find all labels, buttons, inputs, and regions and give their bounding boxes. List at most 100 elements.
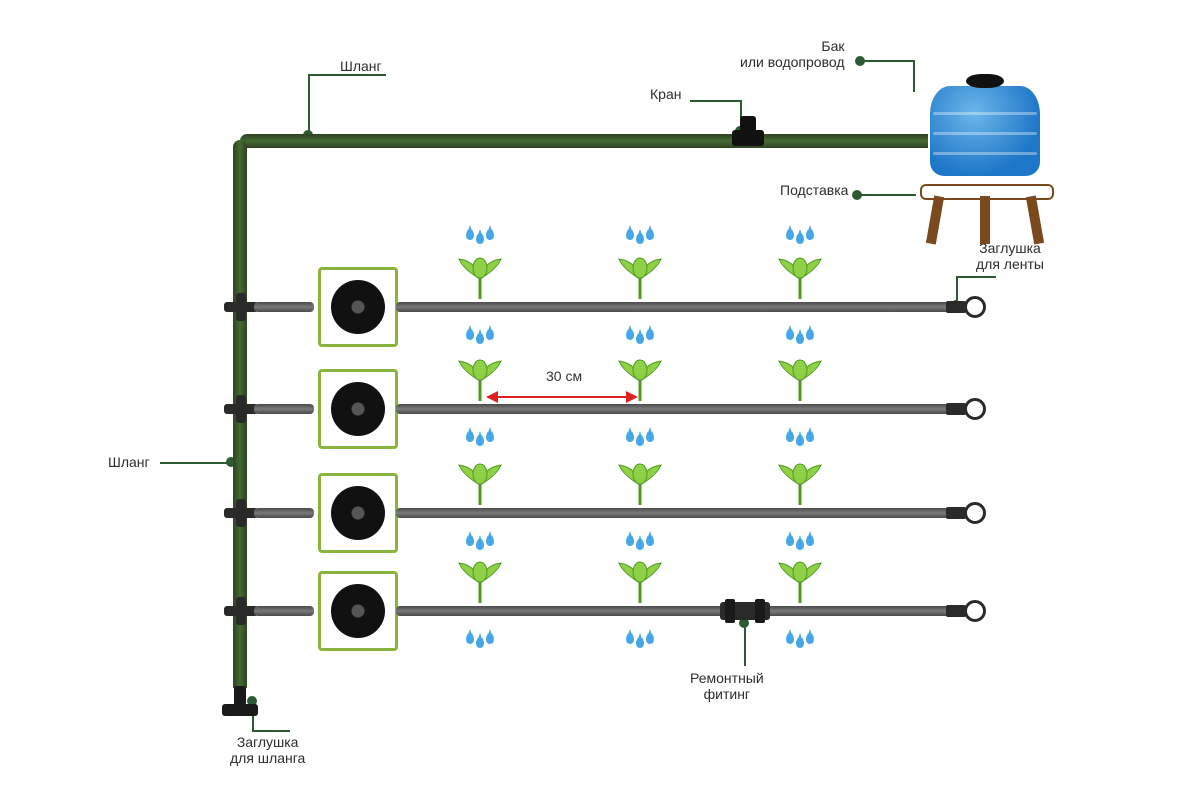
leader	[913, 60, 915, 92]
water-drop-icon	[796, 637, 804, 648]
plant-icon	[455, 359, 505, 401]
label-stand: Подставка	[780, 182, 848, 198]
plant-icon	[775, 463, 825, 505]
water-drop-icon	[626, 229, 634, 240]
tape-end-plug	[946, 296, 986, 318]
water-drop-icon	[626, 431, 634, 442]
plant-icon	[455, 463, 505, 505]
tape-end-plug	[946, 398, 986, 420]
label-hose-top: Шланг	[340, 58, 382, 74]
water-drop-icon	[646, 431, 654, 442]
drip-line	[396, 606, 950, 616]
leader	[956, 276, 996, 278]
drip-tape-spool	[318, 473, 398, 553]
plant-icon	[455, 257, 505, 299]
leader	[690, 100, 742, 102]
water-drop-icon	[626, 329, 634, 340]
leader	[744, 624, 746, 666]
water-drop-icon	[786, 329, 794, 340]
hose-tee	[224, 395, 258, 423]
tape-end-plug	[946, 502, 986, 524]
plant-icon	[775, 561, 825, 603]
water-drop-icon	[476, 435, 484, 446]
leader	[160, 462, 230, 464]
drip-tape-spool	[318, 571, 398, 651]
hose-tee	[224, 499, 258, 527]
hose-end-plug	[222, 686, 258, 726]
leader	[310, 74, 386, 76]
label-tank: Бак или водопровод	[740, 38, 845, 70]
water-drop-icon	[486, 431, 494, 442]
plant-icon	[615, 463, 665, 505]
water-drop-icon	[486, 535, 494, 546]
drip-tape-spool	[318, 267, 398, 347]
water-drop-icon	[476, 637, 484, 648]
water-drop-icon	[786, 535, 794, 546]
water-drop-icon	[796, 539, 804, 550]
leader	[860, 194, 916, 196]
water-drop-icon	[646, 535, 654, 546]
plant-icon	[615, 561, 665, 603]
water-drop-icon	[806, 535, 814, 546]
water-drop-icon	[626, 535, 634, 546]
leader	[252, 730, 290, 732]
water-drop-icon	[636, 539, 644, 550]
water-drop-icon	[646, 329, 654, 340]
label-dimension: 30 см	[546, 368, 582, 384]
water-drop-icon	[466, 535, 474, 546]
hose-to-tank	[768, 134, 928, 148]
water-drop-icon	[646, 229, 654, 240]
water-drop-icon	[466, 329, 474, 340]
water-drop-icon	[636, 233, 644, 244]
water-drop-icon	[806, 229, 814, 240]
water-drop-icon	[466, 633, 474, 644]
drip-line	[396, 302, 950, 312]
water-drop-icon	[796, 233, 804, 244]
connector	[254, 302, 314, 312]
leader	[308, 74, 310, 134]
label-valve: Кран	[650, 86, 681, 102]
connector	[254, 404, 314, 414]
water-drop-icon	[636, 435, 644, 446]
water-drop-icon	[806, 633, 814, 644]
water-drop-icon	[476, 539, 484, 550]
water-drop-icon	[786, 229, 794, 240]
dimension-arrow	[488, 396, 636, 398]
hose-tee	[224, 597, 258, 625]
label-hose-plug: Заглушка для шланга	[230, 734, 305, 766]
connector	[254, 508, 314, 518]
repair-coupler	[720, 602, 770, 620]
stand-stool	[920, 184, 1050, 244]
drip-line	[396, 404, 950, 414]
water-drop-icon	[476, 233, 484, 244]
label-tape-plug: Заглушка для ленты	[976, 240, 1044, 272]
plant-icon	[615, 359, 665, 401]
water-drop-icon	[466, 431, 474, 442]
water-drop-icon	[476, 333, 484, 344]
water-drop-icon	[486, 329, 494, 340]
water-drop-icon	[626, 633, 634, 644]
water-drop-icon	[806, 431, 814, 442]
label-repair: Ремонтный фитинг	[690, 670, 764, 702]
plant-icon	[775, 257, 825, 299]
valve	[728, 116, 768, 156]
plant-icon	[455, 561, 505, 603]
connector	[254, 606, 314, 616]
drip-line	[396, 508, 950, 518]
water-drop-icon	[796, 435, 804, 446]
water-drop-icon	[486, 229, 494, 240]
hose-tee	[224, 293, 258, 321]
water-drop-icon	[636, 637, 644, 648]
leader	[863, 60, 915, 62]
plant-icon	[775, 359, 825, 401]
water-drop-icon	[786, 633, 794, 644]
label-hose-side: Шланг	[108, 454, 150, 470]
water-drop-icon	[806, 329, 814, 340]
tape-end-plug	[946, 600, 986, 622]
plant-icon	[615, 257, 665, 299]
water-drop-icon	[486, 633, 494, 644]
water-drop-icon	[636, 333, 644, 344]
water-drop-icon	[786, 431, 794, 442]
water-tank	[930, 82, 1040, 182]
water-drop-icon	[646, 633, 654, 644]
